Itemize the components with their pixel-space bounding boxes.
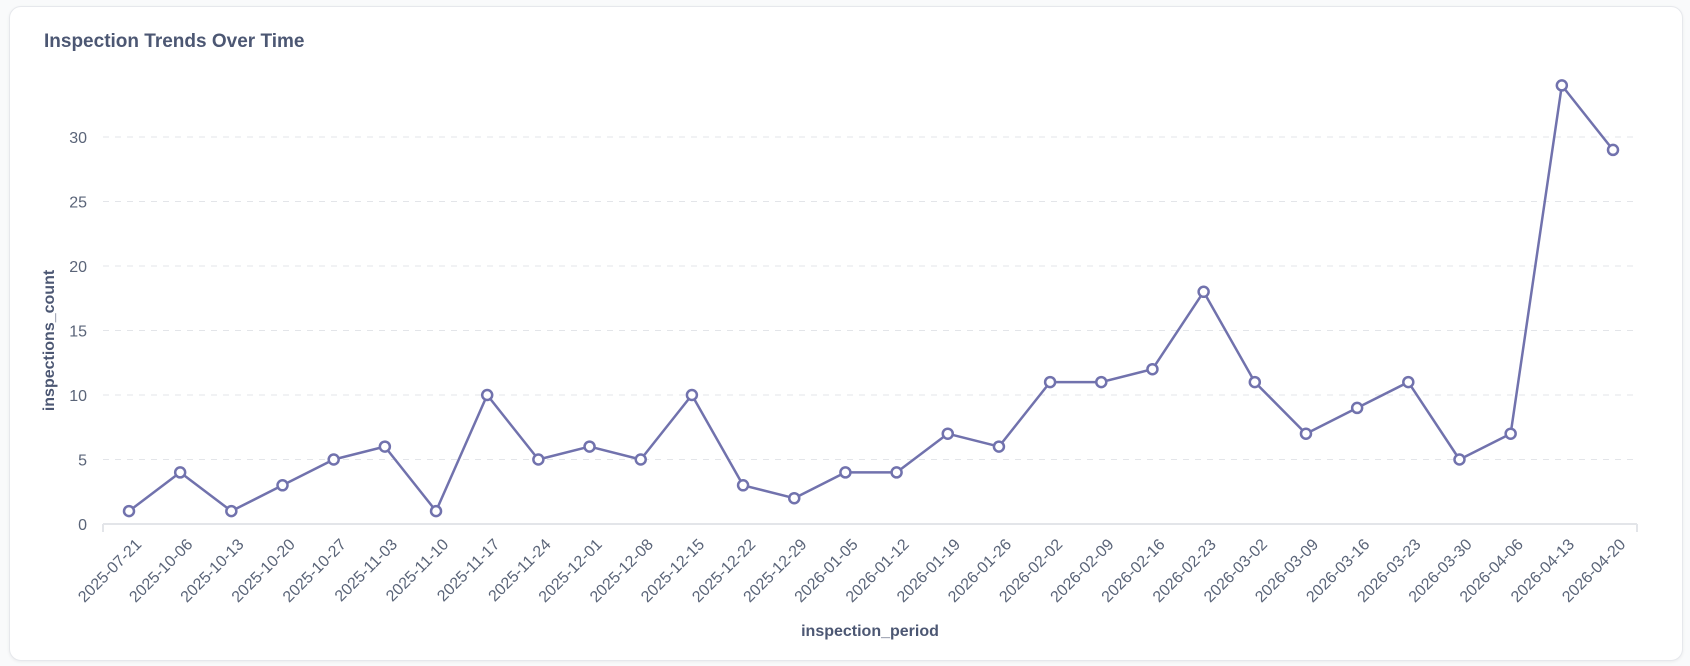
data-point <box>480 388 494 402</box>
y-tick-label: 20 <box>69 259 87 276</box>
y-tick-label: 25 <box>69 195 87 212</box>
line-segment <box>741 484 796 500</box>
line-segment <box>1304 406 1359 435</box>
data-point <box>1197 285 1210 299</box>
data-point <box>1043 375 1057 389</box>
data-point <box>1095 375 1108 389</box>
data-point <box>1146 362 1159 376</box>
data-point <box>992 440 1006 453</box>
line-segment <box>639 393 694 461</box>
data-point <box>122 504 136 518</box>
line-segment <box>127 471 182 513</box>
line-segment <box>588 445 642 461</box>
y-tick-label: 30 <box>69 130 87 147</box>
data-point <box>685 388 699 402</box>
data-point <box>839 466 852 479</box>
data-point <box>1453 453 1466 466</box>
data-point <box>1606 143 1620 157</box>
data-point <box>276 479 289 492</box>
y-tick-label: 10 <box>69 388 87 405</box>
line-segment <box>485 393 540 461</box>
data-point <box>1248 375 1262 389</box>
line-segment <box>1509 84 1564 435</box>
line-segment <box>1202 290 1257 384</box>
line-segment <box>434 393 489 513</box>
data-point <box>1504 427 1517 440</box>
data-point <box>378 440 392 453</box>
data-point <box>1555 79 1569 92</box>
data-point <box>634 453 647 466</box>
line-segment <box>1355 380 1410 410</box>
line-segment <box>895 432 950 474</box>
data-point <box>1402 375 1415 389</box>
line-segment <box>383 445 438 513</box>
data-point <box>890 466 903 479</box>
data-point <box>1299 427 1313 440</box>
line-segment <box>178 471 233 513</box>
data-point <box>1350 401 1364 415</box>
data-point <box>532 453 545 466</box>
data-point <box>736 479 750 492</box>
line-segment <box>1458 432 1512 461</box>
y-tick-label: 5 <box>78 453 87 470</box>
data-point <box>173 466 187 479</box>
line-segment <box>230 484 284 513</box>
x-axis-label: inspection_period <box>801 623 939 640</box>
data-point <box>429 504 443 518</box>
data-point <box>327 453 340 466</box>
line-segment <box>281 458 335 487</box>
y-tick-label: 15 <box>69 324 87 341</box>
line-segment <box>1100 367 1154 384</box>
line-segment <box>1560 84 1615 152</box>
data-point <box>787 491 801 505</box>
line-segment <box>332 445 387 461</box>
data-point <box>583 440 596 453</box>
y-axis-label: inspections_count <box>41 269 58 411</box>
line-segment <box>690 393 745 487</box>
line-segment <box>1407 380 1461 461</box>
line-segment <box>946 432 1001 448</box>
line-segment <box>1253 380 1308 435</box>
data-point <box>941 427 955 440</box>
y-tick-label: 0 <box>78 517 87 534</box>
line-segment <box>792 471 847 500</box>
data-point <box>225 504 238 518</box>
line-segment <box>537 445 591 461</box>
chart-card: Inspection Trends Over Time <box>9 6 1683 661</box>
line-segment <box>997 380 1052 448</box>
line-segment <box>1151 290 1205 371</box>
chart-title: Inspection Trends Over Time <box>44 31 305 52</box>
